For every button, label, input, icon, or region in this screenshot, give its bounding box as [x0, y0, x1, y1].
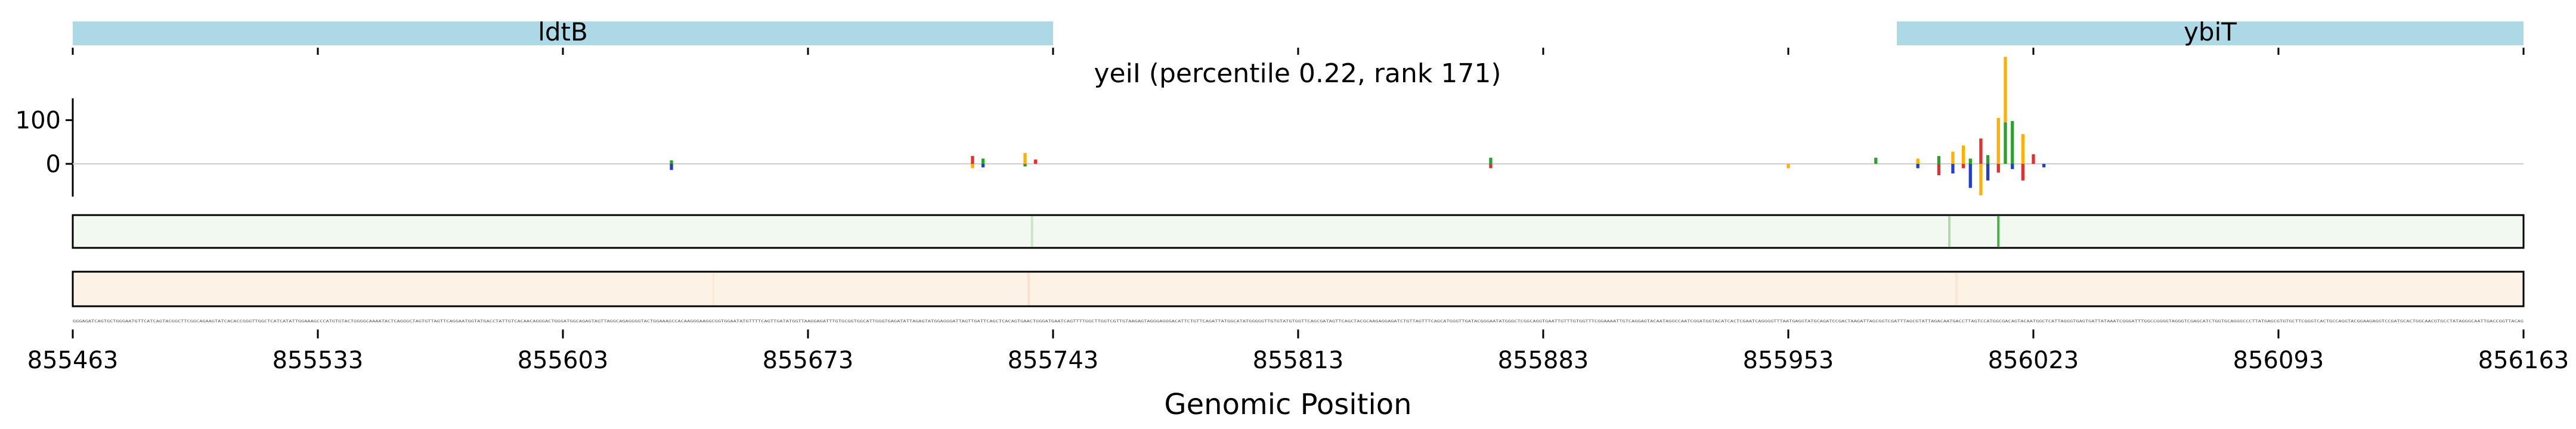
- logo-letter: [1968, 164, 1972, 188]
- logo-letter: [1034, 159, 1038, 164]
- track-highlight: [1997, 216, 2000, 247]
- x-tick-label: 856093: [2233, 347, 2324, 374]
- logo-letter: [2004, 122, 2007, 164]
- track-highlight: [1027, 273, 1030, 305]
- gene-bar: [1897, 21, 2524, 45]
- x-axis-title: Genomic Position: [1164, 388, 1411, 421]
- green-track-frame: [72, 214, 2525, 249]
- logo-letter: [981, 158, 985, 164]
- x-tick-label: 855533: [273, 347, 364, 374]
- logo-letter: [1986, 164, 1990, 181]
- track-highlight: [1955, 273, 1958, 305]
- logo-letter: [1979, 164, 1983, 195]
- x-tick-label: 855463: [27, 347, 119, 374]
- track-highlight: [1948, 216, 1951, 247]
- logo-letter: [2011, 121, 2014, 164]
- sequence-strip: GGGAGATCAGTGCTGGGAATGTTCATCAGTACGGCTTCGG…: [73, 319, 2524, 324]
- logo-letter: [971, 156, 974, 164]
- logo-letter: [1874, 157, 1878, 164]
- track-highlight: [1030, 216, 1033, 247]
- orange-track: [712, 273, 1958, 305]
- logo-letter: [1951, 151, 1955, 164]
- logo-letter: [1916, 158, 1919, 164]
- x-tick-label: 855953: [1743, 347, 1834, 374]
- y-tick-label: 100: [16, 107, 61, 135]
- gene-label: ybiT: [2184, 17, 2237, 46]
- x-tick-label: 855673: [763, 347, 854, 374]
- x-tick-label: 855883: [1498, 347, 1589, 374]
- logo-letter: [2011, 164, 2014, 169]
- x-tick-label: 855603: [518, 347, 609, 374]
- x-tick-label: 855743: [1008, 347, 1099, 374]
- logo-letter: [2004, 57, 2007, 123]
- logo-letter: [1937, 164, 1941, 176]
- gene-track: ldtB ybiT: [72, 17, 2525, 55]
- x-tick-label: 856163: [2478, 347, 2569, 374]
- attribution-track: 100 0: [16, 57, 2524, 197]
- logo-letter: [670, 164, 673, 170]
- logo-letter: [981, 164, 985, 167]
- orange-track-frame: [72, 271, 2525, 307]
- logo-letter: [2032, 154, 2035, 164]
- logo-letter: [1961, 145, 1965, 164]
- logo-letter: [1951, 164, 1955, 174]
- logo-letter: [1787, 164, 1790, 169]
- x-tick-label: 855813: [1253, 347, 1344, 374]
- logo-letter: [1996, 118, 2000, 164]
- logo-letter: [1937, 156, 1941, 164]
- logo-letter: [971, 164, 974, 169]
- green-track: [1030, 216, 2000, 247]
- logo-letter: [1489, 164, 1493, 169]
- gene-bar: [73, 21, 1053, 45]
- logo-letter: [1961, 164, 1965, 169]
- logo-letter: [1023, 164, 1027, 167]
- logo-letter: [1023, 153, 1027, 164]
- chart-title: yeiI (percentile 0.22, rank 171): [1094, 58, 1501, 89]
- logo-letter: [1996, 164, 2000, 173]
- logo-letter: [1916, 164, 1919, 169]
- gene-label: ldtB: [538, 17, 588, 46]
- logo-letter: [2021, 134, 2025, 164]
- y-tick-label: 0: [46, 151, 61, 178]
- logo-letter: [2021, 164, 2025, 181]
- x-tick-label: 856023: [1988, 347, 2079, 374]
- logo-letter: [1979, 138, 1983, 164]
- logo-letter: [1986, 155, 1990, 164]
- logo-letter: [1968, 158, 1972, 164]
- logo-letter: [2042, 164, 2046, 167]
- track-highlight: [712, 273, 715, 305]
- logo-letter: [670, 160, 673, 164]
- x-axis: 855463 855533 855603 855673 855743 855813 8558…: [27, 329, 2569, 374]
- logo-letter: [1489, 157, 1493, 164]
